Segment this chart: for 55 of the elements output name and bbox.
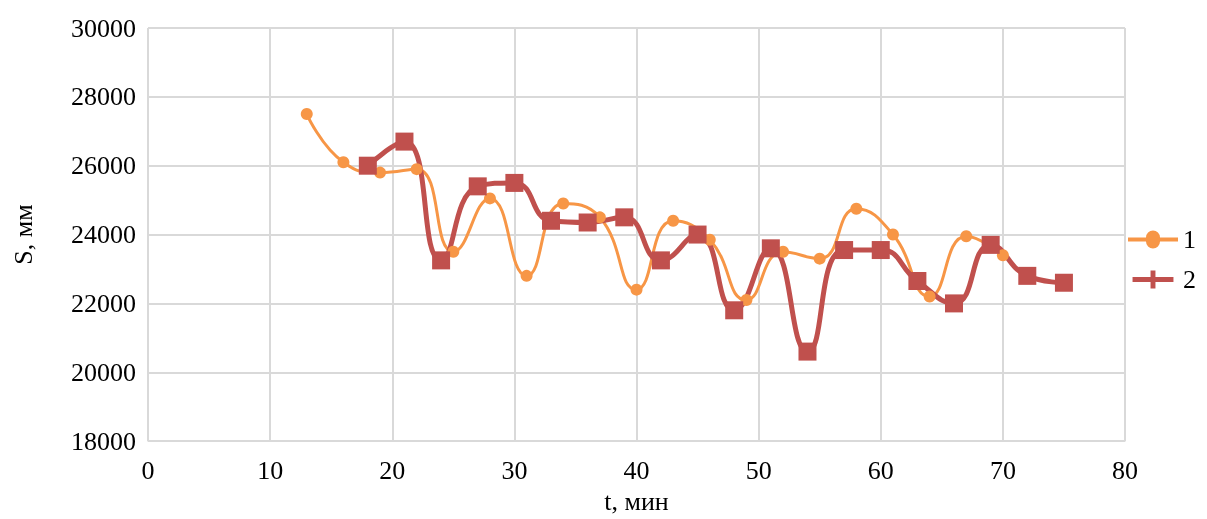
x-tick-label: 40 [623,455,650,485]
point [908,272,927,291]
point [945,294,964,313]
point [960,230,973,243]
legend-label: 1 [1183,225,1196,254]
point [410,163,423,176]
y-tick-label: 26000 [71,151,136,181]
x-tick-label: 60 [867,455,894,485]
point [886,228,899,241]
x-tick-label: 10 [257,455,284,485]
point [483,192,496,205]
point [871,241,890,260]
point [667,214,680,227]
legend-label: 2 [1183,265,1196,294]
point [358,156,377,175]
point [395,132,414,151]
y-tick-label: 18000 [71,426,136,456]
y-tick-label: 20000 [71,357,136,387]
point [630,283,643,296]
y-tick-label: 30000 [71,13,136,43]
point [850,202,863,215]
point [557,197,570,210]
y-tick-label: 24000 [71,220,136,250]
point [432,251,451,270]
point [615,208,634,227]
x-axis-title: t, мин [604,486,669,516]
point [813,252,826,265]
point [505,173,524,192]
y-axis-title: S, мм [8,204,38,265]
y-tick-label: 28000 [71,82,136,112]
y-tick-label: 22000 [71,288,136,318]
point [740,293,753,306]
point [520,269,533,282]
point [688,225,707,244]
point [337,156,350,169]
point [996,249,1009,262]
point [761,239,780,258]
point [542,211,561,230]
point [1054,273,1073,292]
point [651,251,670,270]
point [725,301,744,320]
point [468,177,487,196]
x-tick-label: 0 [141,455,155,485]
x-tick-label: 70 [989,455,1016,485]
x-tick-label: 50 [745,455,772,485]
point [923,290,936,303]
point [981,235,1000,254]
point [798,342,817,361]
point [578,213,597,232]
x-tick-label: 30 [501,455,528,485]
point [300,108,313,121]
point [835,241,854,260]
point [1018,266,1037,285]
x-tick-label: 20 [379,455,406,485]
x-tick-label: 80 [1112,455,1138,485]
